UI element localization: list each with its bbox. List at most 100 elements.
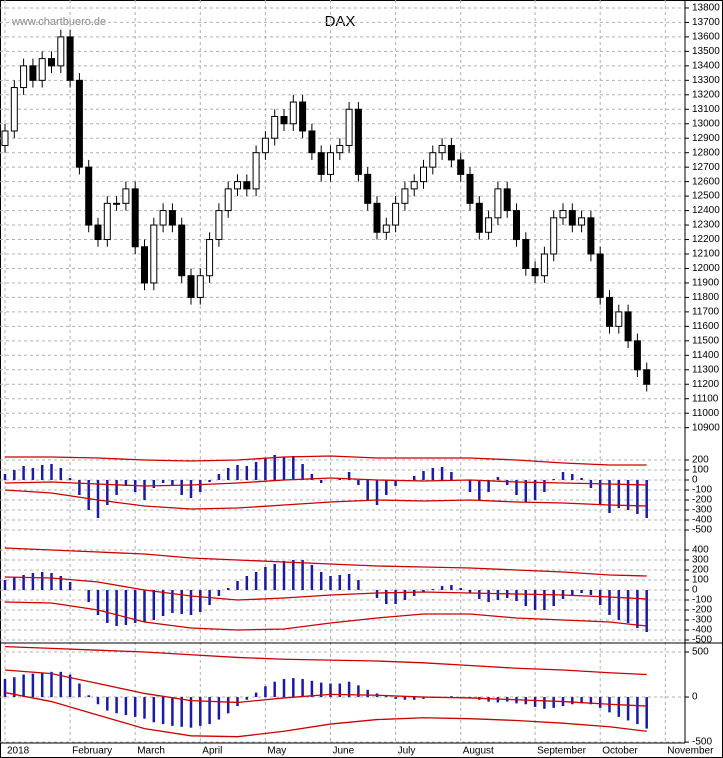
x-tick-label: March [137, 746, 165, 757]
bar [180, 697, 183, 727]
bar [617, 590, 621, 620]
bar [115, 480, 118, 495]
candle-body [615, 311, 623, 327]
candle-body [540, 253, 548, 277]
candle-body [327, 152, 334, 175]
band-line [4, 576, 647, 601]
candle-body [113, 202, 121, 205]
candle-body [336, 144, 344, 154]
candle-body [122, 188, 130, 204]
bar [245, 576, 249, 590]
candle-body [10, 87, 18, 132]
bar [645, 590, 648, 632]
candle-body [20, 65, 28, 89]
bar [319, 682, 323, 698]
bar [571, 590, 574, 595]
candle-body [550, 217, 558, 255]
bar [626, 697, 630, 721]
candle-body [447, 144, 455, 161]
candle-body [261, 137, 269, 154]
bar [264, 686, 267, 698]
candle-body [206, 239, 214, 277]
bar [394, 590, 397, 604]
candle-body [75, 79, 83, 168]
bar [468, 590, 472, 593]
bar [124, 590, 128, 625]
bar [115, 697, 118, 714]
y-tick-label: -100 [692, 595, 712, 606]
bar [254, 572, 258, 590]
bar [589, 697, 593, 705]
candle-body [141, 246, 148, 284]
x-tick-label: April [202, 746, 222, 757]
bar [329, 576, 332, 590]
y-tick-label: -400 [692, 625, 712, 636]
bar [115, 590, 118, 626]
candle-body [271, 116, 279, 139]
candle-body [243, 181, 251, 190]
bar [152, 480, 156, 488]
x-tick-label: May [267, 746, 286, 757]
bar [571, 474, 574, 480]
bar [450, 696, 453, 698]
bar [282, 457, 286, 480]
y-tick-label: 13200 [692, 89, 720, 100]
bar [543, 697, 546, 709]
bar [431, 589, 435, 590]
bar [50, 573, 53, 590]
bar [78, 683, 81, 698]
bar [515, 590, 518, 601]
bar [422, 471, 425, 480]
bar [310, 474, 314, 480]
bar [403, 590, 407, 600]
bar [208, 697, 211, 725]
bar [180, 480, 183, 495]
bar [357, 685, 360, 698]
bar [394, 480, 397, 486]
y-tick-label: -300 [692, 505, 712, 516]
bar [598, 480, 602, 505]
y-tick-label: 11000 [692, 408, 720, 419]
candle-body [94, 224, 102, 241]
bar [106, 697, 109, 711]
bar [580, 697, 583, 704]
bar [561, 472, 565, 480]
y-tick-label: 0 [692, 585, 698, 596]
bar [440, 586, 444, 590]
y-tick-label: 12900 [692, 133, 720, 144]
bar [124, 480, 128, 486]
candle-body [643, 369, 651, 385]
candle-body [503, 188, 511, 212]
candle-body [57, 36, 65, 67]
candle-body [522, 239, 530, 269]
bar [301, 464, 304, 480]
bar [40, 465, 44, 480]
candle-body [103, 202, 111, 241]
x-tick-label: August [463, 746, 494, 757]
y-tick-label: 12700 [692, 162, 720, 173]
bar [329, 683, 332, 698]
bar [310, 680, 314, 698]
candle-body [410, 181, 418, 190]
y-tick-label: 13100 [692, 104, 720, 115]
y-tick-label: 13500 [692, 46, 720, 57]
bar [496, 477, 500, 480]
candle-body [1, 130, 9, 146]
y-tick-label: 12600 [692, 176, 720, 187]
bar [152, 590, 156, 620]
bar [106, 480, 109, 505]
y-tick-label: 200 [692, 455, 709, 466]
bar [171, 590, 174, 613]
bar [347, 574, 351, 590]
y-tick-label: 13700 [692, 17, 720, 28]
bar [133, 590, 137, 623]
candle-body [131, 188, 139, 248]
candle-body [168, 210, 176, 226]
y-tick-label: -500 [692, 525, 712, 536]
bar [161, 697, 165, 725]
band-line [4, 645, 647, 676]
y-tick-label: -500 [692, 635, 712, 646]
candle-body [299, 101, 307, 132]
candle-body [513, 210, 520, 241]
